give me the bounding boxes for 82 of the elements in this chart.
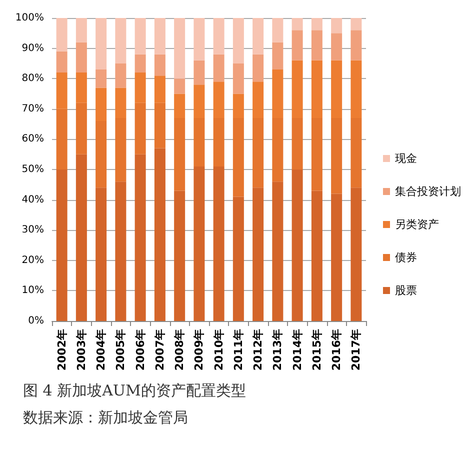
- y-tick-label: 30%: [22, 224, 44, 236]
- bar: [154, 148, 166, 321]
- y-tick-label: 100%: [15, 12, 44, 24]
- bar: [232, 63, 244, 94]
- x-tick-label: 2015年: [310, 329, 324, 371]
- bar: [76, 42, 87, 73]
- bar: [115, 63, 126, 88]
- bar: [194, 18, 205, 60]
- bar: [232, 18, 244, 64]
- bar: [154, 18, 166, 54]
- legend-label: 现金: [395, 152, 417, 165]
- bar: [76, 154, 87, 321]
- bar: [292, 170, 303, 321]
- x-tick-label: 2006年: [134, 329, 147, 371]
- bar: [154, 54, 166, 76]
- x-tick-label: 2010年: [212, 329, 226, 371]
- bar: [115, 18, 126, 64]
- bar: [331, 18, 342, 34]
- legend-label: 债券: [395, 251, 417, 264]
- x-tick-label: 2002年: [55, 329, 68, 371]
- bar: [292, 18, 303, 30]
- x-tick-label: 2013年: [271, 329, 284, 371]
- y-tick-label: 20%: [22, 254, 44, 266]
- legend-label: 另类资产: [395, 218, 439, 231]
- x-tick-label: 2005年: [114, 329, 128, 371]
- bar: [252, 18, 264, 54]
- x-tick-label: 2016年: [330, 329, 344, 371]
- bar: [331, 33, 342, 60]
- bar: [115, 182, 126, 321]
- x-tick-label: 2011年: [232, 329, 245, 371]
- y-tick-label: 60%: [22, 134, 44, 145]
- source-note: 数据来源：新加坡金管局: [23, 408, 188, 426]
- bar: [56, 51, 68, 73]
- legend-label: 集合投资计划: [395, 185, 461, 198]
- bar: [213, 54, 224, 82]
- bar: [350, 30, 362, 60]
- x-tick-label: 2004年: [94, 329, 108, 371]
- bar: [350, 18, 362, 30]
- x-tick-label: 2009年: [192, 329, 206, 371]
- bar: [96, 188, 107, 321]
- bar: [232, 196, 244, 321]
- bar: [311, 30, 322, 60]
- x-tick-label: 2007年: [153, 329, 166, 371]
- bar: [252, 188, 264, 321]
- bar: [213, 166, 224, 321]
- bar: [331, 194, 342, 321]
- y-tick-label: 10%: [22, 285, 44, 296]
- x-tick-label: 2017年: [350, 329, 363, 371]
- bar: [134, 154, 146, 321]
- bar: [56, 170, 68, 321]
- bar: [350, 188, 362, 321]
- y-tick-label: 0%: [28, 316, 44, 326]
- bar: [311, 18, 322, 30]
- y-tick-label: 40%: [22, 194, 44, 206]
- text: 图 4 新加坡AUM的资产配置类型: [23, 382, 246, 400]
- bar: [96, 70, 107, 88]
- bar: [194, 166, 205, 321]
- bar: [134, 18, 146, 54]
- y-tick-label: 50%: [22, 164, 44, 175]
- bar: [292, 30, 303, 60]
- bar: [252, 54, 264, 82]
- bar: [213, 18, 224, 54]
- bar: [194, 60, 205, 85]
- bar: [174, 78, 186, 94]
- bar: [56, 18, 68, 52]
- bar: [96, 18, 107, 70]
- legend-label: 股票: [395, 284, 417, 297]
- bar: [174, 190, 186, 321]
- bar: [76, 18, 87, 42]
- x-tick-label: 2008年: [173, 329, 186, 371]
- x-tick-label: 2014年: [290, 329, 304, 371]
- bar: [272, 18, 284, 42]
- bar: [134, 54, 146, 73]
- x-tick-label: 2003年: [74, 329, 88, 371]
- bar: [174, 18, 186, 79]
- x-tick-label: 2012年: [252, 329, 265, 371]
- bar: [311, 190, 322, 321]
- bar: [272, 182, 284, 321]
- y-tick-label: 90%: [22, 42, 44, 54]
- y-tick-label: 80%: [22, 73, 44, 84]
- bar: [272, 42, 284, 70]
- y-tick-label: 70%: [22, 103, 44, 114]
